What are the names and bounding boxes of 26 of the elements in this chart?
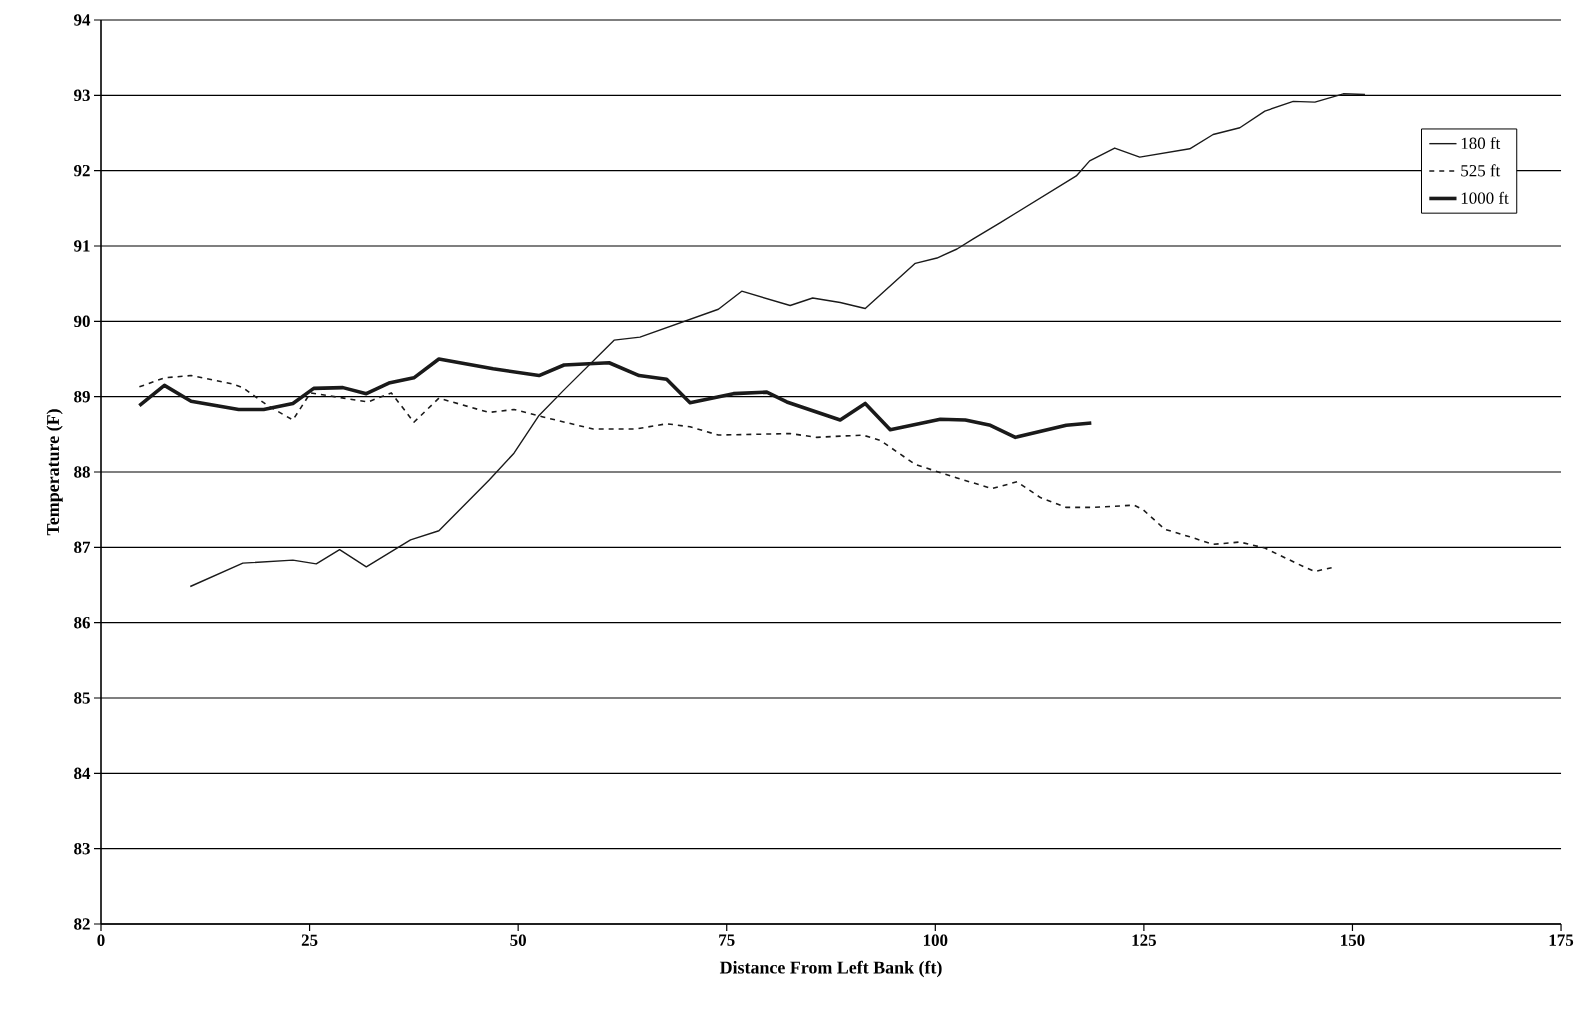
x-tick-label: 25 xyxy=(301,934,318,946)
y-tick-label: 87 xyxy=(74,541,91,554)
y-tick-label: 93 xyxy=(74,89,90,102)
y-tick-label: 82 xyxy=(74,918,90,930)
x-tick-label: 100 xyxy=(923,934,948,946)
legend-label: 180 ft xyxy=(1461,136,1501,150)
legend-label: 1000 ft xyxy=(1461,191,1509,204)
y-tick-label: 90 xyxy=(74,315,90,328)
y-axis-title: Temperature (F) xyxy=(46,409,63,536)
y-tick-label: 88 xyxy=(74,466,90,478)
y-tick-label: 91 xyxy=(74,240,90,252)
legend-label: 525 ft xyxy=(1461,164,1501,177)
x-axis-title: Distance From Left Bank (ft) xyxy=(719,960,942,978)
y-tick-label: 94 xyxy=(74,14,91,26)
x-tick-label: 75 xyxy=(719,934,735,946)
y-tick-label: 89 xyxy=(74,390,90,403)
x-tick-label: 150 xyxy=(1341,934,1365,946)
x-tick-label: 175 xyxy=(1549,934,1574,946)
x-tick-label: 0 xyxy=(97,934,105,946)
y-tick-label: 84 xyxy=(74,767,91,780)
x-tick-label: 125 xyxy=(1132,934,1156,946)
y-tick-label: 85 xyxy=(74,692,90,704)
x-tick-label: 50 xyxy=(510,934,526,946)
y-tick-label: 83 xyxy=(74,842,90,855)
y-tick-label: 92 xyxy=(74,164,90,177)
y-tick-label: 86 xyxy=(74,616,90,629)
